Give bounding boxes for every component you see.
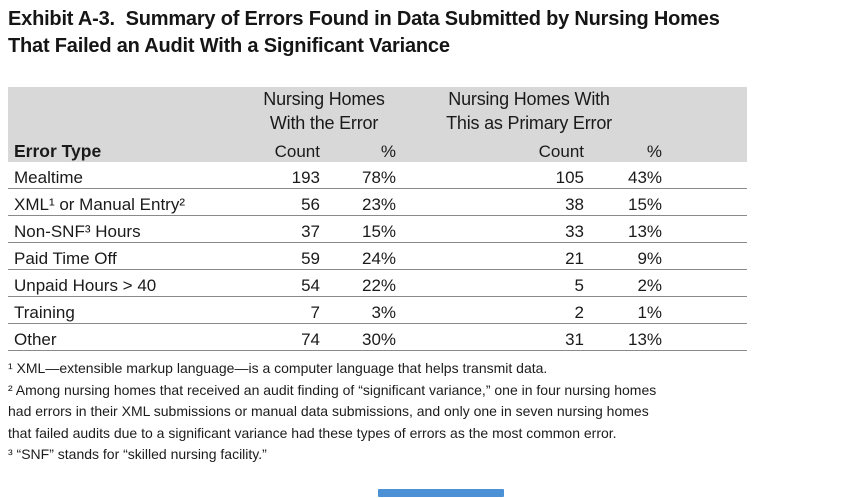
- row-pct-1: 23%: [361, 195, 397, 214]
- group-header-primary-error-line1: Nursing Homes With: [448, 89, 610, 109]
- column-header-error-type: Error Type: [14, 141, 102, 161]
- scrollbar-thumb[interactable]: [378, 489, 504, 497]
- row-count-2: 2: [574, 303, 585, 322]
- group-header-with-error-line2: With the Error: [269, 113, 379, 133]
- row-count-1: 37: [301, 222, 320, 241]
- row-label: Other: [14, 330, 57, 349]
- column-header-percent-2: %: [646, 142, 663, 161]
- group-header-with-error-line1: Nursing Homes: [263, 89, 385, 109]
- row-count-2: 5: [574, 276, 585, 295]
- row-label: Unpaid Hours > 40: [14, 276, 157, 295]
- footnotes: ¹ XML—extensible markup language—is a co…: [8, 358, 768, 466]
- row-count-1: 59: [301, 249, 320, 268]
- table-row-other: Other 74 30% 31 13%: [8, 324, 748, 351]
- group-header-row: Nursing Homes With the Error Nursing Hom…: [8, 87, 747, 135]
- row-pct-2: 13%: [628, 222, 663, 241]
- group-header-spacer: [8, 87, 252, 135]
- row-count-2: 21: [565, 249, 585, 268]
- row-pct-2: 2%: [637, 276, 663, 295]
- group-header-filler: [662, 87, 747, 135]
- footnote-2-line2: had errors in their XML submissions or m…: [8, 403, 649, 419]
- row-count-2: 33: [565, 222, 585, 241]
- exhibit-title-line2: That Failed an Audit With a Significant …: [8, 35, 450, 57]
- exhibit-title-line1: Exhibit A-3. Summary of Errors Found in …: [8, 8, 720, 30]
- row-count-1: 193: [291, 168, 320, 187]
- row-count-2: 31: [565, 330, 585, 349]
- row-count-1: 7: [310, 303, 320, 322]
- row-pct-2: 9%: [637, 249, 663, 268]
- column-header-percent-1: %: [380, 142, 397, 161]
- footnote-1: ¹ XML—extensible markup language—is a co…: [8, 360, 548, 376]
- row-pct-1: 22%: [361, 276, 397, 295]
- group-header-primary-error-line2: This as Primary Error: [446, 113, 612, 133]
- footnote-2-line1: ² Among nursing homes that received an a…: [8, 381, 657, 398]
- row-pct-1: 24%: [361, 249, 397, 268]
- table-row-training: Training 7 3% 2 1%: [8, 297, 748, 324]
- row-count-1: 54: [301, 276, 320, 295]
- row-count-1: 56: [301, 195, 320, 214]
- row-count-2: 105: [555, 168, 585, 187]
- footnote-2-line3: that failed audits due to a significant …: [8, 424, 617, 441]
- table-row-paid-time-off: Paid Time Off 59 24% 21 9%: [8, 243, 748, 270]
- row-count-2: 38: [565, 195, 585, 214]
- group-header-with-error: Nursing Homes With the Error: [252, 87, 396, 135]
- table-row-xml-manual-entry: XML¹ or Manual Entry² 56 23% 38 15%: [8, 189, 748, 216]
- exhibit-title: Exhibit A-3. Summary of Errors Found in …: [8, 6, 838, 60]
- row-pct-2: 43%: [628, 168, 663, 187]
- row-pct-1: 15%: [361, 222, 397, 241]
- row-label: Non-SNF³ Hours: [14, 222, 141, 241]
- errors-summary-table: Nursing Homes With the Error Nursing Hom…: [8, 87, 748, 351]
- row-pct-1: 78%: [361, 168, 397, 187]
- group-header-primary-error: Nursing Homes With This as Primary Error: [396, 87, 662, 135]
- table-row-non-snf-hours: Non-SNF³ Hours 37 15% 33 13%: [8, 216, 748, 243]
- row-label: XML¹ or Manual Entry²: [14, 195, 185, 214]
- column-header-row: Error Type Count % Count %: [8, 135, 747, 162]
- row-pct-2: 13%: [628, 330, 663, 349]
- row-count-1: 74: [301, 330, 320, 349]
- row-pct-2: 1%: [637, 303, 663, 322]
- row-pct-1: 3%: [371, 303, 397, 322]
- column-header-filler: [662, 135, 747, 162]
- column-header-count-2: Count: [538, 142, 585, 161]
- table-row-mealtime: Mealtime 193 78% 105 43%: [8, 162, 748, 189]
- row-label: Training: [14, 303, 75, 322]
- column-header-count-1: Count: [274, 142, 320, 161]
- row-label: Mealtime: [14, 168, 83, 187]
- footnote-3: ³ “SNF” stands for “skilled nursing faci…: [8, 446, 267, 462]
- row-pct-1: 30%: [361, 330, 397, 349]
- table-row-unpaid-hours: Unpaid Hours > 40 54 22% 5 2%: [8, 270, 748, 297]
- row-label: Paid Time Off: [14, 249, 117, 268]
- table-header: Nursing Homes With the Error Nursing Hom…: [8, 87, 748, 162]
- row-pct-2: 15%: [628, 195, 663, 214]
